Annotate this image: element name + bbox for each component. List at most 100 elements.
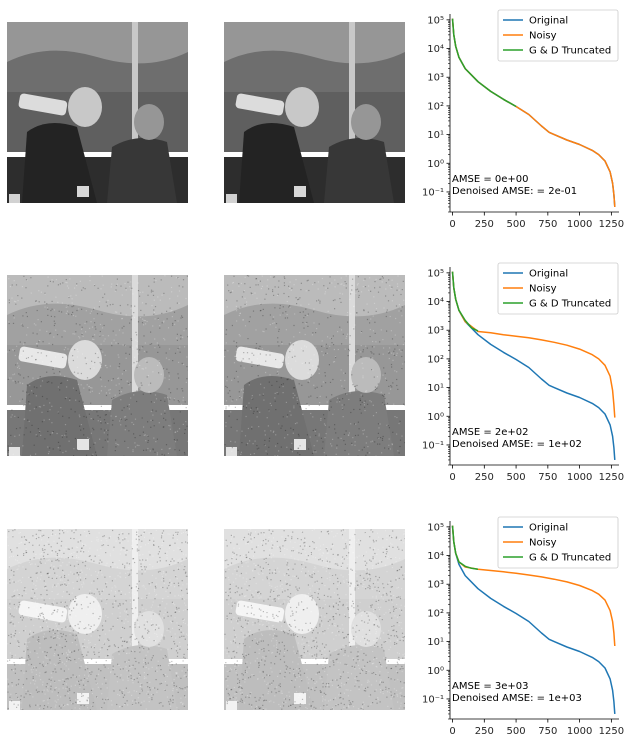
y-tick-label: 10² (427, 101, 444, 112)
photo-pole (349, 22, 355, 172)
amse-annotation: AMSE = 0e+00 (452, 174, 529, 185)
y-tick-label: 10³ (427, 326, 444, 337)
photo-noise (224, 529, 405, 710)
y-tick-label: 10² (427, 608, 444, 619)
photo-cup (226, 447, 237, 456)
photo-pole (132, 275, 138, 425)
photo-person-right (324, 138, 394, 203)
singular-value-plot: 10⁻¹ 10⁰ 10¹ 10² 10³ 10⁴ 10⁵ 0 250 500 750 1000 1250… (404, 257, 629, 489)
y-tick-label: 10¹ (427, 130, 444, 141)
x-tick-label: 0 (449, 219, 455, 230)
legend (497, 262, 619, 315)
x-tick-label: 250 (475, 726, 494, 737)
photo-hair (285, 87, 319, 127)
y-tick-label: 10⁵ (427, 15, 444, 26)
legend (497, 9, 619, 62)
x-tick-label: 750 (538, 726, 557, 737)
photo-cup (9, 447, 20, 456)
photo-bottle (18, 346, 68, 369)
photo-person-right (107, 391, 177, 456)
photo-hair (285, 340, 319, 380)
photo-bottle (18, 93, 68, 116)
y-tick-label: 10⁰ (427, 666, 444, 677)
photo-person-left (22, 376, 97, 456)
x-tick-label: 750 (538, 219, 557, 230)
x-tick-label: 1250 (599, 472, 624, 483)
photo-hair (68, 340, 102, 380)
y-tick-label: 10⁰ (427, 159, 444, 170)
x-tick-label: 1250 (599, 219, 624, 230)
photo-person-right (324, 391, 394, 456)
photo-pole (349, 529, 355, 679)
denoised-amse-annotation: Denoised AMSE: = 1e+03 (452, 693, 582, 704)
photo-person-left (239, 123, 314, 203)
x-tick-label: 0 (449, 472, 455, 483)
x-tick-label: 1000 (567, 726, 592, 737)
photo-cup (9, 194, 20, 203)
photo-cup (226, 194, 237, 203)
singular-value-plot: 10⁻¹ 10⁰ 10¹ 10² 10³ 10⁴ 10⁵ 0 250 500 750 1000 1250… (404, 511, 629, 743)
photo-person-right (324, 645, 394, 710)
photo-bottle (18, 600, 68, 623)
photo-cup (9, 701, 20, 710)
photo-hair (68, 594, 102, 634)
series-line-g-d-truncated (451, 271, 479, 332)
x-tick-label: 1250 (599, 726, 624, 737)
original-image (7, 22, 188, 203)
figure-row-3: 10⁻¹ 10⁰ 10¹ 10² 10³ 10⁴ 10⁵ 0 250 500 750 1000 1250… (0, 511, 629, 737)
legend-label: Original (529, 16, 568, 27)
photo-cup (226, 701, 237, 710)
photo-hair (285, 594, 319, 634)
legend-label: Noisy (529, 284, 557, 295)
y-tick-label: 10⁻¹ (422, 187, 444, 198)
denoised-image (224, 529, 405, 710)
legend-label: Original (529, 269, 568, 280)
series-line-g-d-truncated (451, 525, 479, 571)
legend (497, 516, 619, 569)
noisy-image (7, 529, 188, 710)
y-tick-label: 10¹ (427, 383, 444, 394)
denoised-amse-annotation: Denoised AMSE: = 2e-01 (452, 186, 577, 197)
photo-boy-head (351, 611, 381, 647)
x-tick-label: 500 (507, 726, 526, 737)
series-line-original (451, 525, 616, 714)
y-tick-label: 10⁻¹ (422, 440, 444, 451)
photo-bottle (235, 93, 285, 116)
legend-label: Noisy (529, 538, 557, 549)
y-tick-label: 10⁰ (427, 412, 444, 423)
x-tick-label: 1000 (567, 472, 592, 483)
y-tick-label: 10² (427, 354, 444, 365)
photo-cup (77, 439, 89, 450)
x-tick-label: 500 (507, 472, 526, 483)
photo-pole (132, 529, 138, 679)
photo-person-left (22, 630, 97, 710)
y-tick-label: 10³ (427, 580, 444, 591)
series-line-g-d-truncated (451, 18, 517, 108)
photo-boy-head (134, 357, 164, 393)
photo-boy-head (134, 611, 164, 647)
y-tick-label: 10⁻¹ (422, 694, 444, 705)
denoised-image (224, 22, 405, 203)
photo-cup (77, 186, 89, 197)
photo-person-right (107, 645, 177, 710)
legend-label: Noisy (529, 31, 557, 42)
y-tick-label: 10⁴ (427, 551, 444, 562)
photo-noise (7, 275, 188, 456)
photo-bottle (235, 600, 285, 623)
photo-noise (7, 529, 188, 710)
photo-person-left (239, 376, 314, 456)
figure-row-1: 10⁻¹ 10⁰ 10¹ 10² 10³ 10⁴ 10⁵ 0 250 500 750 1000 1250… (0, 4, 629, 230)
amse-annotation: AMSE = 2e+02 (452, 427, 529, 438)
photo-person-left (22, 123, 97, 203)
photo-hair (68, 87, 102, 127)
photo-person-left (239, 630, 314, 710)
legend-label: G & D Truncated (529, 299, 611, 310)
y-tick-label: 10⁵ (427, 522, 444, 533)
noisy-image (7, 275, 188, 456)
photo-cup (77, 693, 89, 704)
legend-label: G & D Truncated (529, 46, 611, 57)
figure-row-2: 10⁻¹ 10⁰ 10¹ 10² 10³ 10⁴ 10⁵ 0 250 500 750 1000 1250… (0, 257, 629, 483)
y-tick-label: 10⁴ (427, 297, 444, 308)
photo-pole (132, 22, 138, 172)
legend-label: G & D Truncated (529, 553, 611, 564)
